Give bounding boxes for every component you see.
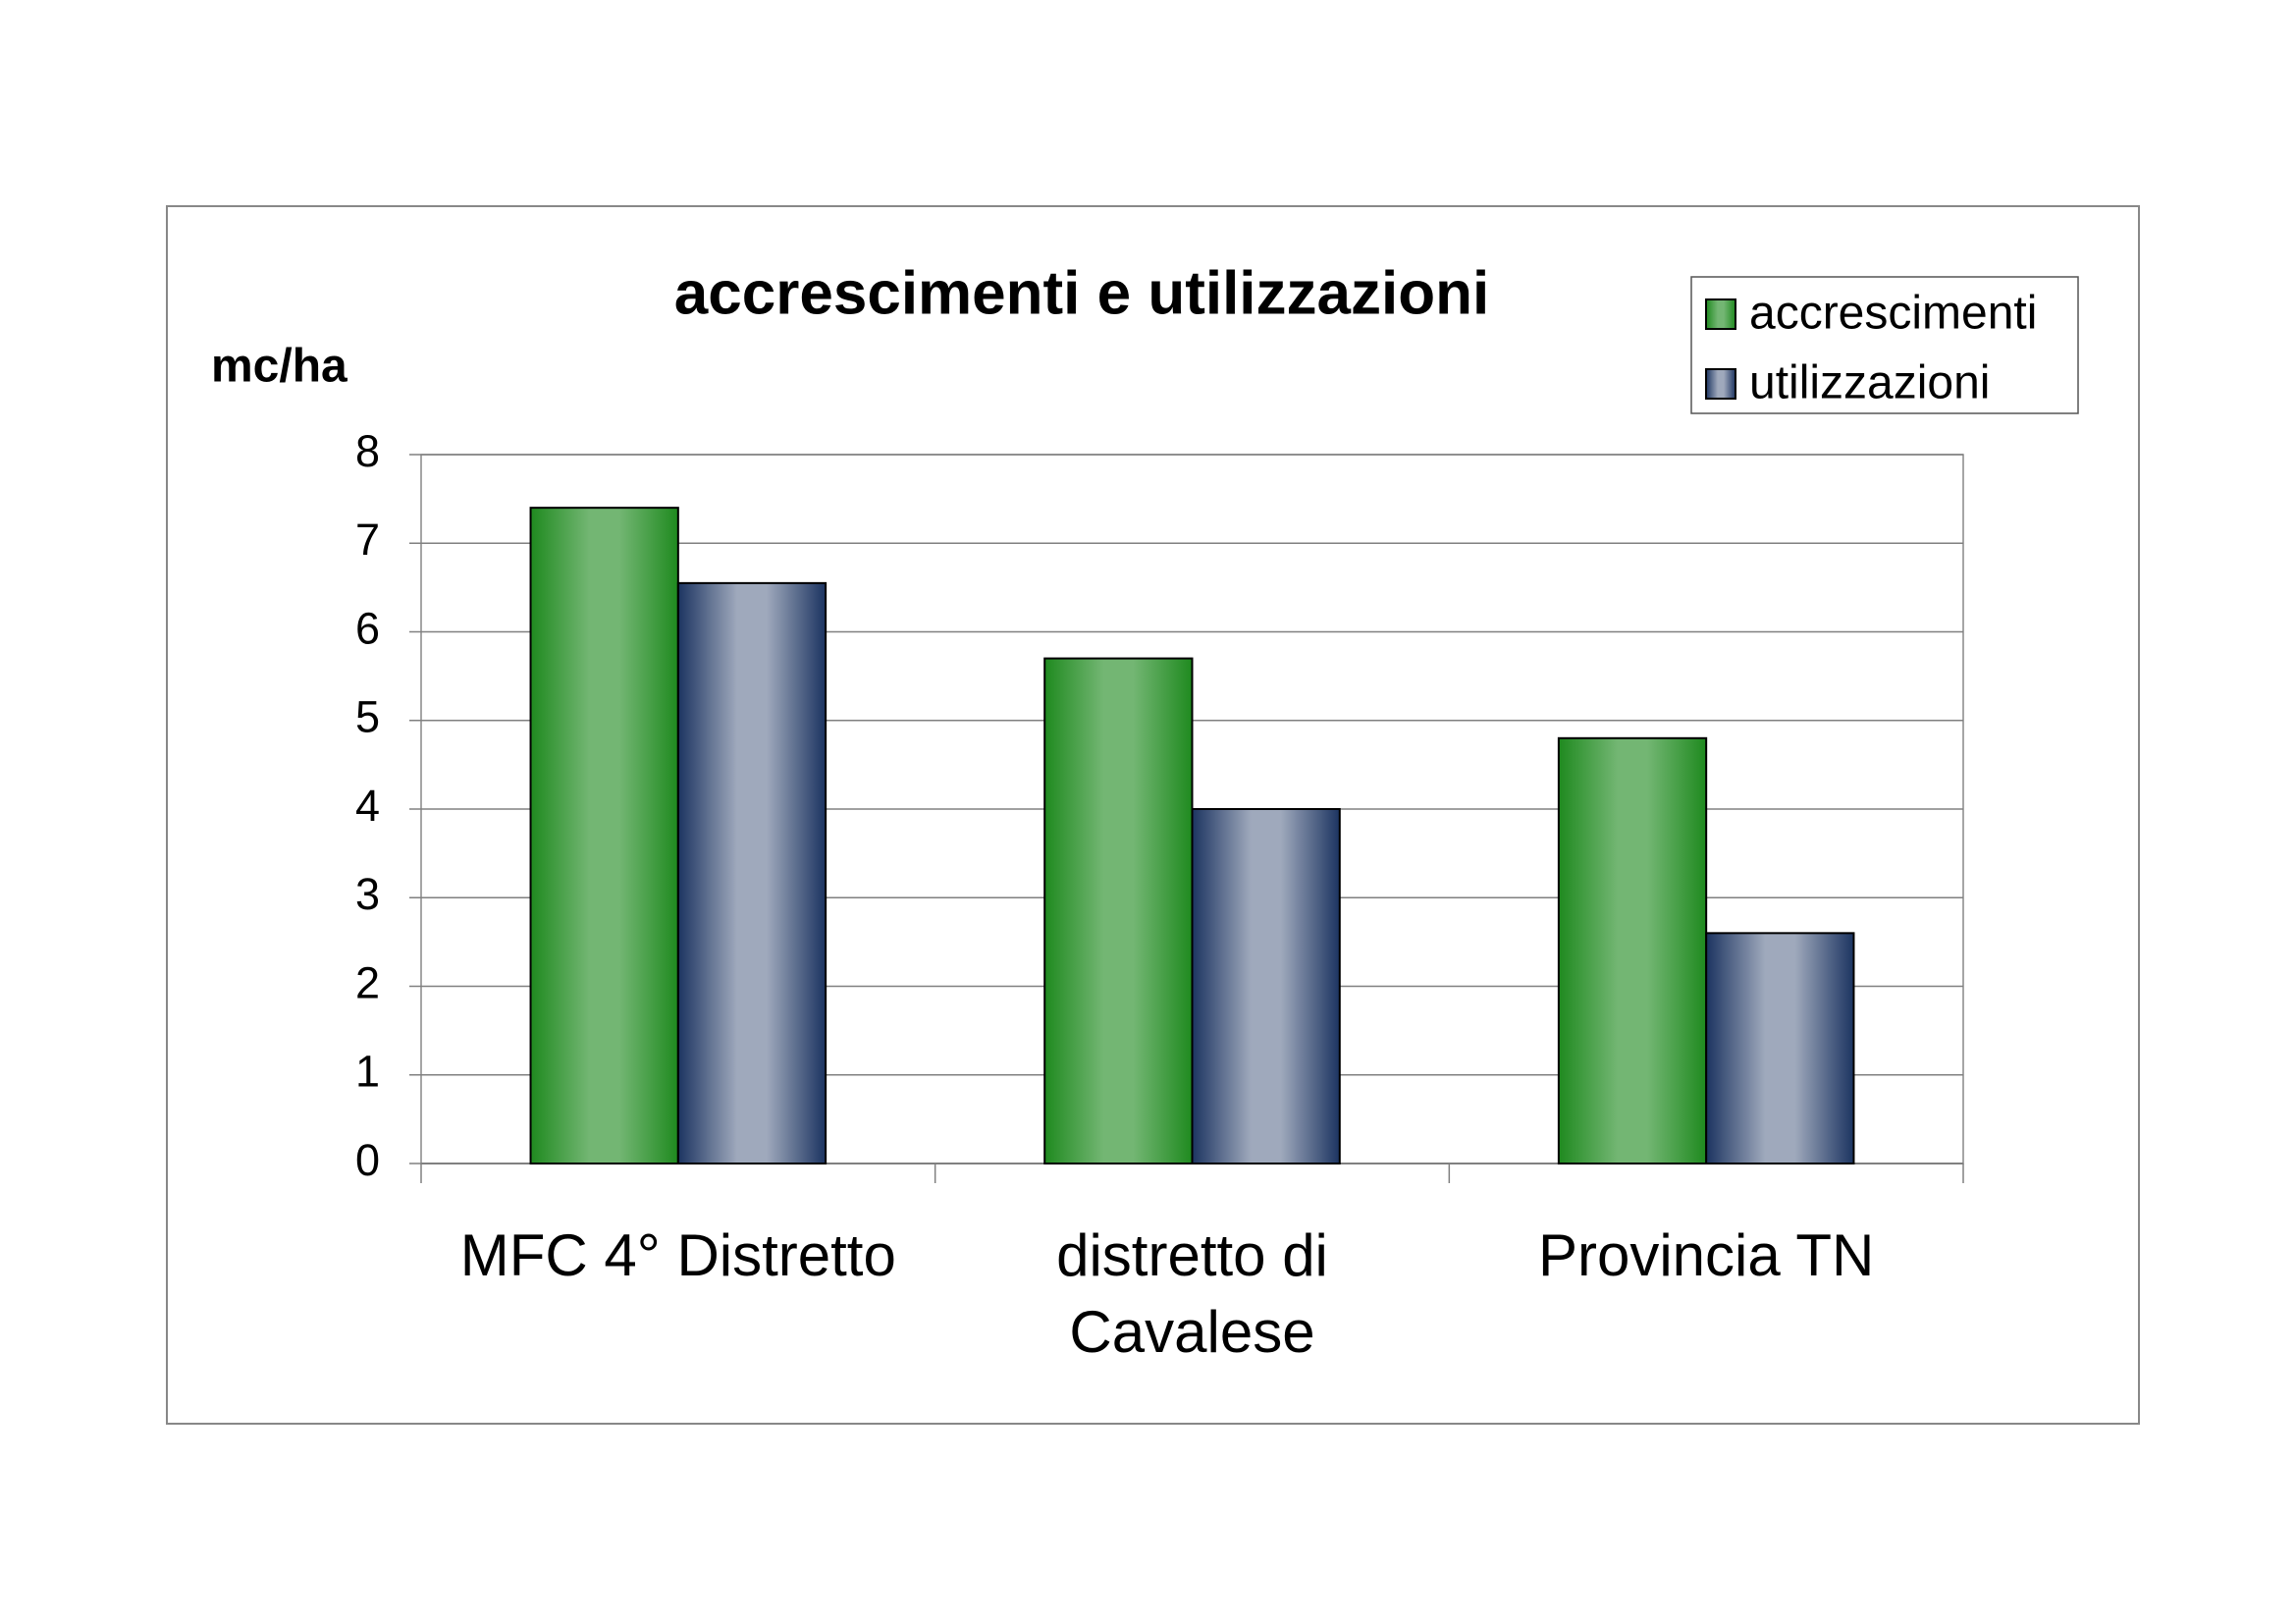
y-tick-label: 4 xyxy=(355,781,380,831)
y-tick-label: 8 xyxy=(355,426,380,476)
legend-swatch xyxy=(1705,368,1736,400)
bar xyxy=(1557,736,1708,1164)
y-tick-label: 2 xyxy=(355,957,380,1007)
legend-frame xyxy=(1690,276,2079,414)
bar xyxy=(529,507,679,1164)
legend-swatch xyxy=(1705,298,1736,330)
x-tick-label: distretto di Cavalese xyxy=(1056,1222,1328,1365)
y-tick-label: 3 xyxy=(355,869,380,919)
y-tick-label: 5 xyxy=(355,692,380,742)
x-tick-label: MFC 4° Distretto xyxy=(459,1222,896,1288)
bar xyxy=(676,581,828,1164)
bar xyxy=(1191,808,1341,1164)
legend-label: accrescimenti xyxy=(1749,288,2037,340)
chart-title: accrescimenti e utilizzazioni xyxy=(674,259,1489,327)
y-tick-label: 0 xyxy=(355,1135,380,1185)
bar xyxy=(1043,657,1194,1164)
x-tick-label: Provincia TN xyxy=(1537,1222,1875,1288)
legend-label: utilizzazioni xyxy=(1749,357,1990,409)
y-axis-label: mc/ha xyxy=(211,341,347,393)
y-tick-label: 6 xyxy=(355,603,380,653)
y-tick-label: 1 xyxy=(355,1047,380,1097)
bar xyxy=(1705,932,1855,1164)
y-tick-label: 7 xyxy=(355,514,380,565)
